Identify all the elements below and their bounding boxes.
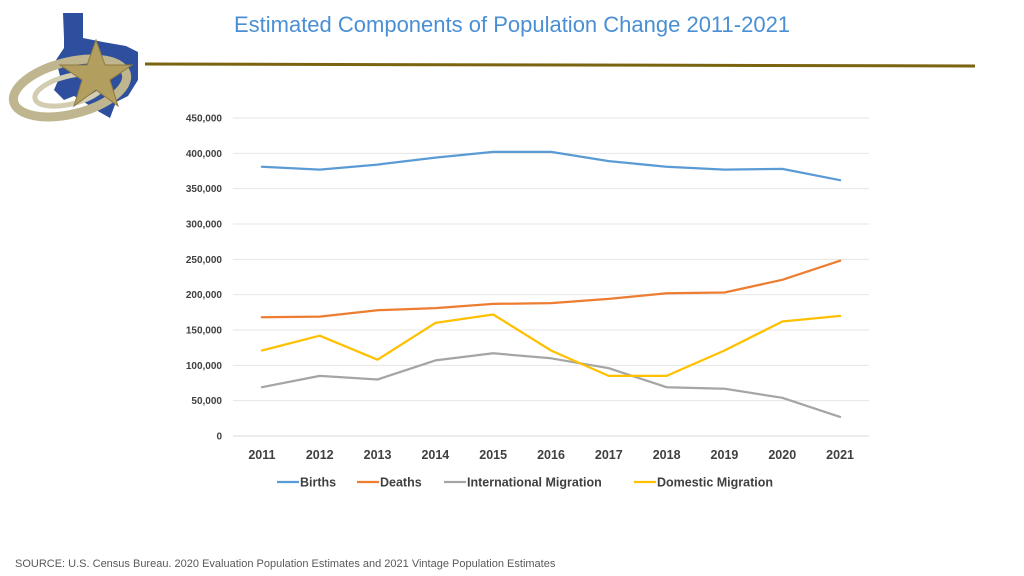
texas-star-logo [8,10,148,122]
gridlines [233,117,869,437]
legend-label: Deaths [380,476,422,490]
y-tick-label: 100,000 [186,361,223,372]
y-tick-label: 450,000 [186,114,223,125]
page-title: Estimated Components of Population Chang… [233,12,791,37]
source-note: SOURCE: U.S. Census Bureau. 2020 Evaluat… [15,558,556,570]
series-line-international-migration [260,352,842,419]
x-tick-label: 2013 [364,448,392,462]
x-tick-label: 2014 [421,448,449,462]
title-underline [144,62,976,68]
x-tick-label: 2019 [711,448,739,462]
legend-label: Births [300,476,336,490]
series-lines [260,150,842,419]
y-tick-label: 200,000 [186,290,223,301]
legend-label: Domestic Migration [657,476,773,490]
x-tick-label: 2021 [826,448,854,462]
legend: Births Deaths International Migration Domes… [277,476,773,490]
series-line-births [260,150,842,182]
series-line-domestic-migration [260,313,842,378]
y-tick-label: 400,000 [186,149,223,160]
y-tick-label: 150,000 [186,326,223,337]
x-tick-label: 2017 [595,448,623,462]
x-axis-ticks: 2011 2012 2013 2014 2015 2016 2017 2018 2019 2020… [248,448,854,462]
y-tick-label: 50,000 [191,396,222,407]
y-tick-label: 250,000 [186,255,223,266]
y-tick-label: 350,000 [186,184,223,195]
x-tick-label: 2020 [768,448,796,462]
x-tick-label: 2015 [479,448,507,462]
x-tick-label: 2016 [537,448,565,462]
y-tick-label: 300,000 [186,220,223,231]
y-axis-ticks: 0 50,000 100,000 150,000 200,000 250,000 300,0… [186,114,223,443]
x-tick-label: 2011 [248,448,275,462]
legend-label: International Migration [467,476,602,490]
x-tick-label: 2012 [306,448,334,462]
x-tick-label: 2018 [653,448,681,462]
line-chart: 0 50,000 100,000 150,000 200,000 250,000 300,0… [186,114,869,490]
logo-swoosh-outer [8,54,132,122]
y-tick-label: 0 [216,432,222,443]
logo-star [58,38,134,108]
series-line-deaths [260,259,842,319]
